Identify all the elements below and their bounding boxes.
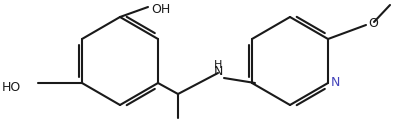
Text: HO: HO — [2, 81, 21, 94]
Text: N: N — [214, 65, 223, 78]
Text: N: N — [331, 77, 340, 89]
Text: O: O — [368, 17, 378, 30]
Text: H: H — [214, 60, 222, 70]
Text: OH: OH — [151, 3, 170, 16]
